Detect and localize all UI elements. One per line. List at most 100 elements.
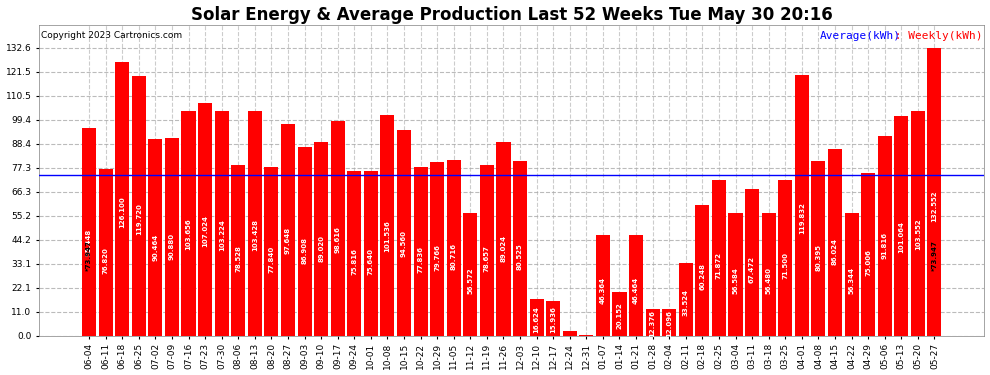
Text: 20.152: 20.152 xyxy=(617,303,623,329)
Text: 75.006: 75.006 xyxy=(865,249,871,276)
Bar xyxy=(215,111,229,336)
Bar xyxy=(761,213,776,336)
Text: 90.464: 90.464 xyxy=(152,234,158,261)
Bar xyxy=(662,309,676,336)
Bar xyxy=(414,166,428,336)
Bar xyxy=(82,128,96,336)
Text: 126.100: 126.100 xyxy=(119,196,126,228)
Bar xyxy=(679,263,693,336)
Bar xyxy=(446,160,460,336)
Text: 97.648: 97.648 xyxy=(285,226,291,254)
Bar xyxy=(645,309,659,336)
Bar xyxy=(629,235,644,336)
Bar xyxy=(530,300,544,336)
Text: 46.464: 46.464 xyxy=(633,276,640,304)
Text: 46.364: 46.364 xyxy=(600,277,606,304)
Bar xyxy=(911,111,925,336)
Bar xyxy=(878,136,892,336)
Text: 80.395: 80.395 xyxy=(816,243,822,270)
Text: 91.816: 91.816 xyxy=(882,232,888,260)
Text: 75.816: 75.816 xyxy=(351,248,357,275)
Text: 119.832: 119.832 xyxy=(799,202,805,234)
Text: 77.840: 77.840 xyxy=(268,246,274,273)
Text: 78.528: 78.528 xyxy=(236,245,242,272)
Text: 71.500: 71.500 xyxy=(782,252,788,279)
Bar xyxy=(148,139,162,336)
Bar xyxy=(729,213,742,336)
Text: 90.880: 90.880 xyxy=(169,233,175,260)
Bar xyxy=(165,138,179,336)
Text: 56.344: 56.344 xyxy=(848,267,854,294)
Bar xyxy=(812,161,826,336)
Text: 103.224: 103.224 xyxy=(219,219,225,251)
Bar xyxy=(928,48,941,336)
Text: 80.716: 80.716 xyxy=(450,243,456,270)
Text: 76.820: 76.820 xyxy=(103,247,109,274)
Bar xyxy=(363,171,378,336)
Bar xyxy=(562,332,577,336)
Text: Copyright 2023 Cartronics.com: Copyright 2023 Cartronics.com xyxy=(41,32,182,40)
Text: 103.552: 103.552 xyxy=(915,219,921,250)
Bar xyxy=(894,116,908,336)
Bar xyxy=(298,147,312,336)
Text: 77.836: 77.836 xyxy=(418,246,424,273)
Text: 107.024: 107.024 xyxy=(202,215,208,247)
Bar xyxy=(513,161,527,336)
Bar xyxy=(132,76,146,336)
Text: 60.248: 60.248 xyxy=(699,263,705,290)
Text: 75.640: 75.640 xyxy=(368,248,374,275)
Text: 86.024: 86.024 xyxy=(832,238,838,265)
Text: 86.908: 86.908 xyxy=(302,237,308,264)
Bar xyxy=(613,292,627,336)
Bar xyxy=(264,166,278,336)
Bar xyxy=(232,165,246,336)
Text: 89.024: 89.024 xyxy=(501,235,507,262)
Bar xyxy=(496,142,511,336)
Bar xyxy=(579,334,593,336)
Text: 98.616: 98.616 xyxy=(335,226,341,253)
Bar xyxy=(99,169,113,336)
Text: 101.536: 101.536 xyxy=(384,220,390,252)
Bar xyxy=(430,162,445,336)
Bar xyxy=(828,149,842,336)
Text: 80.525: 80.525 xyxy=(517,243,523,270)
Bar xyxy=(281,124,295,336)
Text: 67.472: 67.472 xyxy=(749,256,755,283)
Text: 15.936: 15.936 xyxy=(550,306,556,333)
Bar xyxy=(844,213,858,336)
Text: 119.720: 119.720 xyxy=(136,202,142,234)
Bar xyxy=(546,301,560,336)
Text: 71.872: 71.872 xyxy=(716,252,722,279)
Bar xyxy=(115,62,130,336)
Bar xyxy=(861,173,875,336)
Bar xyxy=(712,180,726,336)
Bar xyxy=(248,111,262,336)
Text: 12.096: 12.096 xyxy=(666,310,672,337)
Text: 79.766: 79.766 xyxy=(435,244,441,271)
Text: 89.020: 89.020 xyxy=(318,235,324,262)
Text: 16.624: 16.624 xyxy=(534,306,540,333)
Bar xyxy=(745,189,759,336)
Text: 12.376: 12.376 xyxy=(649,310,655,337)
Bar xyxy=(596,235,610,336)
Text: Average(kWh): Average(kWh) xyxy=(820,32,901,41)
Bar xyxy=(198,103,212,336)
Title: Solar Energy & Average Production Last 52 Weeks Tue May 30 20:16: Solar Energy & Average Production Last 5… xyxy=(191,6,833,24)
Bar xyxy=(397,130,411,336)
Text: 33.524: 33.524 xyxy=(683,289,689,316)
Text: *73.947: *73.947 xyxy=(86,240,92,271)
Text: 132.552: 132.552 xyxy=(932,190,938,222)
Text: 101.064: 101.064 xyxy=(898,221,904,253)
Bar xyxy=(314,142,328,336)
Text: : Weekly(kWh): : Weekly(kWh) xyxy=(888,32,982,41)
Bar xyxy=(480,165,494,336)
Bar xyxy=(778,180,792,336)
Text: 56.480: 56.480 xyxy=(765,267,771,294)
Bar xyxy=(795,75,809,336)
Bar xyxy=(380,115,394,336)
Text: 94.560: 94.560 xyxy=(401,230,407,256)
Text: 78.657: 78.657 xyxy=(484,245,490,272)
Bar xyxy=(181,111,196,336)
Text: 103.428: 103.428 xyxy=(251,219,257,251)
Text: 95.448: 95.448 xyxy=(86,229,92,256)
